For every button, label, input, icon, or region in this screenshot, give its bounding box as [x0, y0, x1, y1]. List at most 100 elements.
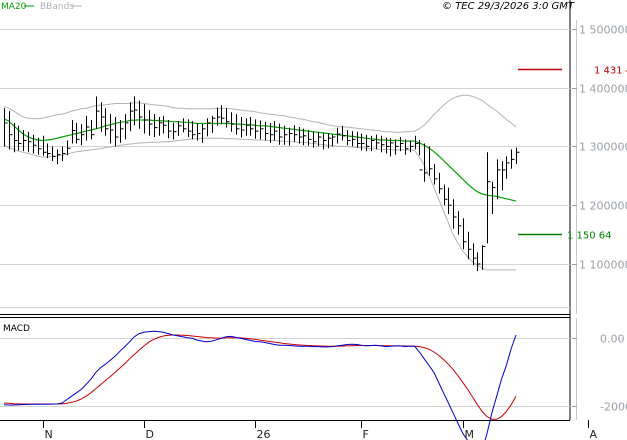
timestamp: © TEC 29/3/2026 3:0 GMT — [442, 1, 575, 12]
ohlc-bar — [424, 143, 428, 182]
ohlc-bar — [81, 124, 85, 146]
bbands-upper-line — [3, 94, 517, 133]
ohlc-bar — [101, 102, 105, 132]
ohlc-bar — [250, 117, 254, 136]
ohlc-bar — [226, 108, 230, 128]
ohlc-bar — [511, 149, 515, 169]
ohlc-bar — [260, 120, 264, 140]
ohlc-bar — [410, 140, 414, 153]
ohlc-bar — [183, 118, 187, 133]
ohlc-bar — [23, 130, 27, 152]
ohlc-bar — [120, 120, 124, 143]
ohlc-bar — [62, 146, 66, 162]
ohlc-bar — [477, 252, 481, 272]
ohlc-bar — [386, 137, 390, 154]
ohlc-bar — [125, 114, 129, 140]
ohlc-bar — [279, 123, 283, 145]
ohlc-bar — [328, 133, 332, 149]
ohlc-bar — [342, 125, 346, 141]
ohlc-bar — [434, 164, 438, 185]
ohlc-bar — [207, 118, 211, 137]
price-tick-label: 1 500000 — [579, 24, 627, 37]
ohlc-bar — [371, 135, 375, 152]
ohlc-bar — [217, 107, 221, 126]
time-tick-label: N — [45, 428, 53, 440]
price-grid — [0, 29, 570, 308]
ohlc-bar — [115, 117, 119, 147]
ohlc-bar — [284, 125, 288, 145]
price-tick-label: 1 400000 — [579, 83, 627, 96]
ohlc-bar — [274, 121, 278, 141]
ohlc-bar — [18, 125, 22, 151]
ohlc-bar — [444, 184, 448, 206]
ohlc-bar — [506, 156, 510, 179]
ohlc-bar — [352, 131, 356, 147]
ohlc-bars — [4, 96, 520, 272]
ohlc-bar — [270, 122, 274, 143]
ohlc-bar — [381, 135, 385, 153]
ohlc-bar — [376, 134, 380, 150]
ohlc-bar — [439, 172, 443, 194]
ohlc-bar — [458, 211, 462, 235]
ohlc-bar — [134, 96, 138, 126]
bollinger-bands — [3, 94, 517, 271]
ohlc-bar — [38, 137, 42, 155]
ohlc-bar — [395, 139, 399, 155]
price-tick-label: 1 300000 — [579, 141, 627, 154]
macd-tick-label: 0.00 — [600, 333, 625, 346]
ohlc-bar — [149, 110, 153, 136]
ohlc-bar — [289, 127, 293, 146]
time-tick-label: 26 — [257, 428, 271, 440]
macd-title: MACD — [3, 324, 30, 334]
ohlc-bar — [313, 131, 317, 148]
ohlc-bar — [308, 130, 312, 146]
ma20-legend: MA20 — [1, 2, 27, 12]
ohlc-bar — [110, 114, 114, 144]
ohlc-bar — [43, 135, 47, 156]
ohlc-bar — [332, 134, 336, 147]
time-tick-label: D — [146, 428, 154, 440]
price-axis-ticks: 1 100000 1 200000 1 300000 1 400000 1 500000 — [572, 24, 627, 272]
ohlc-bar — [400, 137, 404, 152]
time-tick-label: A — [590, 428, 598, 440]
ohlc-bar — [192, 121, 196, 140]
ohlc-bar — [502, 161, 506, 191]
ohlc-bar — [212, 115, 216, 133]
ohlc-bar — [178, 121, 182, 136]
resistance-level-label: 1 431 4 — [594, 66, 627, 77]
ohlc-bar — [448, 187, 452, 214]
ohlc-bar — [52, 146, 56, 162]
ohlc-bar — [47, 143, 51, 159]
bbands-legend: BBands — [40, 2, 74, 12]
ohlc-bar — [105, 108, 109, 136]
ohlc-bar — [323, 133, 327, 150]
ohlc-bar — [318, 132, 322, 147]
ohlc-bar — [366, 134, 370, 152]
ohlc-bar — [357, 131, 361, 148]
macd-axis-ticks: 0.00 -2000 — [0, 333, 627, 414]
ohlc-bar — [14, 122, 18, 153]
ohlc-bar — [91, 120, 95, 140]
ohlc-bar — [231, 112, 235, 132]
ohlc-bar — [415, 135, 419, 150]
ohlc-bar — [168, 120, 172, 139]
ohlc-bar — [67, 140, 71, 156]
ohlc-bar — [303, 128, 307, 146]
ohlc-bar — [468, 231, 472, 260]
ohlc-bar — [361, 133, 365, 151]
ohlc-bar — [139, 100, 143, 129]
ohlc-bar — [255, 119, 259, 139]
ohlc-bar — [482, 245, 486, 270]
ohlc-bar — [144, 104, 148, 134]
level-annotations: 1 431 4 1 150 64 — [518, 66, 627, 242]
ohlc-bar — [173, 122, 177, 140]
ohlc-bar — [4, 108, 8, 147]
ohlc-bar — [188, 119, 192, 137]
ohlc-bar — [429, 146, 433, 176]
ohlc-bar — [57, 149, 61, 165]
ohlc-bar — [72, 120, 76, 144]
time-tick-label: M — [465, 428, 475, 440]
ohlc-bar — [487, 152, 491, 244]
ohlc-bar — [405, 139, 409, 155]
